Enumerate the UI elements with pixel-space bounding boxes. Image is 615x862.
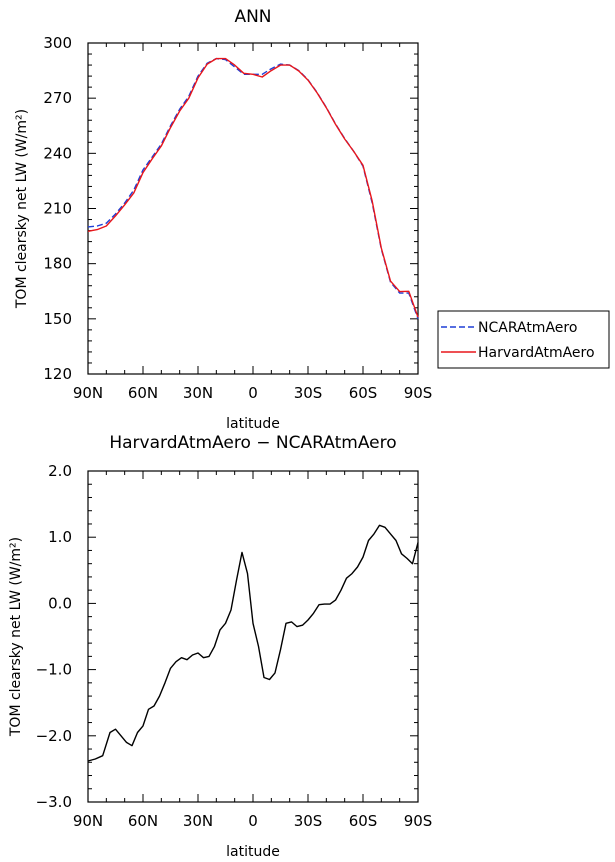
y-tick-label: −2.0: [36, 727, 72, 745]
x-tick-label: 0: [248, 812, 258, 830]
y-tick-label: 270: [43, 89, 72, 107]
x-tick-label: 90S: [404, 812, 433, 830]
y-axis-label: TOM clearsky net LW (W/m²): [8, 537, 24, 737]
legend-box: [437, 310, 610, 369]
x-tick-label: 30N: [183, 384, 213, 402]
chart-panel-2: −3.0 −2.0 −1.0 0.0 1.0 2.0 90N 60N 30N 0 30S 60S 90S…: [8, 433, 432, 860]
legend: NCARAtmAero HarvardAtmAero: [437, 310, 610, 369]
plot-frame: [87, 42, 419, 375]
y-tick-label: −1.0: [36, 661, 72, 679]
legend-entry: NCARAtmAero: [478, 320, 577, 336]
x-tick-label: 60N: [128, 384, 158, 402]
y-tick-label: 300: [43, 34, 72, 52]
chart-title: ANN: [234, 7, 271, 27]
plot-frame: [87, 470, 419, 803]
x-tick-label: 30S: [294, 812, 323, 830]
x-tick-label: 60S: [349, 812, 378, 830]
y-tick-label: 1.0: [48, 528, 72, 546]
x-tick-label: 60S: [349, 384, 378, 402]
x-tick-label: 30N: [183, 812, 213, 830]
x-axis-label: latitude: [226, 416, 280, 432]
chart-title: HarvardAtmAero − NCARAtmAero: [109, 433, 396, 453]
series-line-harvardatmaero: [87, 57, 419, 318]
y-tick-label: 150: [43, 310, 72, 328]
series-line-difference: [87, 524, 419, 762]
y-tick-label: 240: [43, 144, 72, 162]
chart-panel-1: 120 150 180 210 240 270 300 90N 60N 30N 0 30S 60S 90S…: [14, 7, 432, 432]
x-tick-label: 60N: [128, 812, 158, 830]
y-tick-label: 120: [43, 365, 72, 383]
x-tick-label: 90S: [404, 384, 433, 402]
x-tick-label: 90N: [73, 812, 103, 830]
legend-entry: HarvardAtmAero: [478, 345, 595, 361]
y-tick-label: 180: [43, 255, 72, 273]
x-tick-label: 90N: [73, 384, 103, 402]
y-tick-label: 0.0: [48, 594, 72, 612]
y-tick-label: 210: [43, 200, 72, 218]
y-tick-label: 2.0: [48, 462, 72, 480]
y-axis-label: TOM clearsky net LW (W/m²): [14, 109, 30, 309]
x-tick-label: 0: [248, 384, 258, 402]
x-axis-label: latitude: [226, 844, 280, 860]
x-tick-label: 30S: [294, 384, 323, 402]
y-tick-label: −3.0: [36, 793, 72, 811]
